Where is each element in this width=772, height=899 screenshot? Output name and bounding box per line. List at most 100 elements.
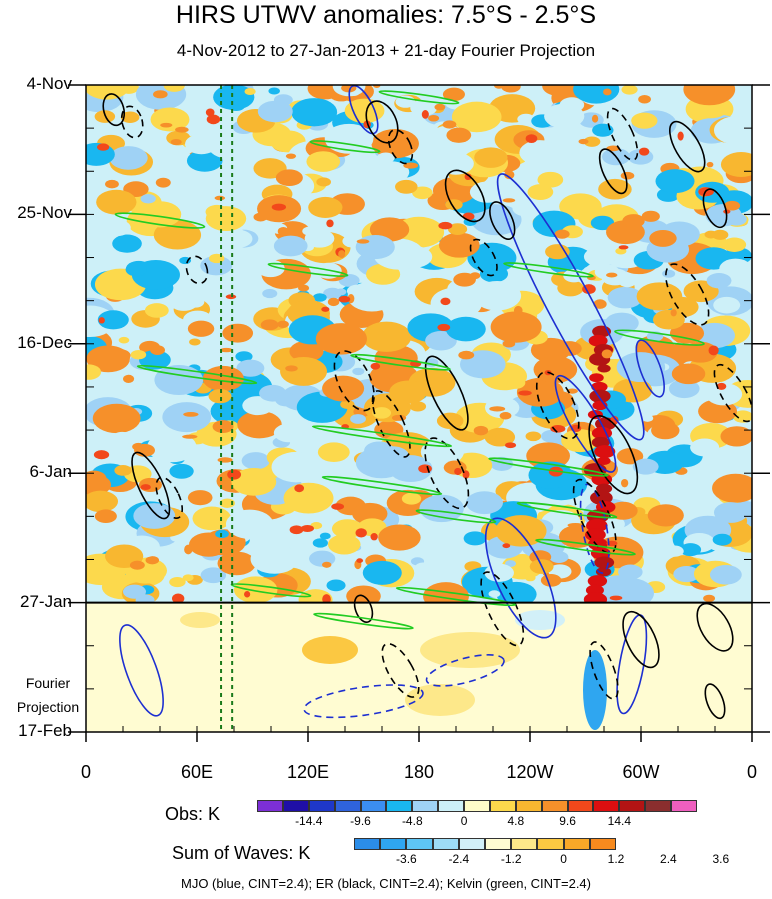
er-contour	[424, 437, 470, 510]
er-contour	[572, 478, 617, 554]
obs-anomaly-cell	[227, 469, 242, 480]
obs-anomaly-cell	[155, 177, 171, 188]
obs-anomaly-cell	[709, 564, 742, 585]
chart-title: HIRS UTWV anomalies: 7.5°S - 2.5°S	[175, 1, 597, 29]
er-contour	[665, 263, 710, 326]
colorbar-swatch	[334, 800, 361, 812]
obs-anomaly-cell	[403, 162, 419, 169]
obs-anomaly-cell	[587, 575, 608, 587]
obs-anomaly-cell	[192, 346, 210, 358]
obs-anomaly-cell	[641, 414, 654, 422]
er-contour	[589, 641, 619, 700]
obs-anomaly-cell	[597, 364, 611, 373]
colorbar-swatch	[589, 838, 616, 850]
obs-anomaly-cell	[454, 467, 462, 476]
obs-anomaly-cell	[675, 336, 683, 343]
obs-anomaly-cell	[499, 411, 512, 420]
colorbar-tick-label: -4.8	[401, 814, 423, 828]
colorbar-swatch	[432, 838, 459, 850]
obs-anomaly-cell	[187, 320, 215, 337]
obs-anomaly-cell	[321, 306, 330, 312]
obs-anomaly-cell	[494, 85, 504, 89]
kelvin-contour	[114, 212, 206, 229]
obs-anomaly-cell	[543, 352, 556, 359]
obs-anomaly-cell	[592, 123, 614, 137]
obs-anomaly-cell	[533, 356, 578, 383]
obs-anomaly-cell	[184, 544, 193, 555]
obs-anomaly-cell	[504, 170, 515, 180]
obs-anomaly-cell	[297, 284, 310, 292]
obs-anomaly-cell	[244, 591, 251, 598]
colorbar-swatch	[541, 800, 568, 812]
obs-anomaly-cell	[590, 547, 611, 560]
obs-anomaly-cell	[486, 435, 499, 444]
chart-subtitle: 4-Nov-2012 to 27-Jan-2013 + 21-day Fouri…	[176, 41, 596, 60]
kelvin-contour	[136, 364, 258, 385]
obs-anomaly-cell	[601, 349, 613, 359]
obs-anomaly-cell	[525, 134, 538, 144]
colorbar-tick-label: -2.4	[448, 852, 470, 866]
obs-anomaly-cell	[621, 478, 629, 488]
kelvin-contour	[267, 262, 349, 277]
obs-anomaly-cell	[242, 396, 274, 416]
projection-label: Fourier Projection	[16, 675, 80, 715]
obs-anomaly-cell	[519, 140, 561, 166]
obs-anomaly-cell	[231, 468, 277, 496]
obs-anomaly-cell	[713, 296, 741, 314]
obs-anomaly-cell	[495, 515, 547, 547]
obs-anomaly-cell	[704, 230, 718, 239]
colorbar-swatch	[380, 838, 407, 850]
kelvin-contour	[378, 90, 460, 105]
colorbar-tick-label: 4.8	[507, 814, 525, 828]
obs-anomaly-cell	[373, 161, 410, 184]
obs-anomaly-cell	[262, 288, 278, 299]
obs-anomaly-cell	[587, 275, 596, 281]
obs-anomaly-cell	[268, 87, 280, 95]
obs-anomaly-cell	[123, 374, 135, 383]
obs-anomaly-cell	[214, 195, 226, 201]
obs-anomaly-cell	[474, 147, 508, 168]
obs-anomaly-cell	[621, 85, 638, 95]
mjo-contour	[425, 654, 505, 687]
er-contour	[535, 371, 580, 440]
colorbar-tick-label: 9.6	[559, 814, 576, 828]
obs-colorbar-ticks: -14.4 -9.6 -4.8 0 4.8 9.6 14.4	[257, 812, 697, 828]
obs-anomaly-cell	[86, 470, 107, 486]
obs-anomaly-cell	[631, 112, 658, 129]
obs-anomaly-cell	[206, 114, 221, 125]
projected-anomaly-cell	[515, 610, 565, 630]
obs-anomaly-cell	[409, 401, 427, 412]
obs-anomaly-cell	[208, 389, 232, 404]
colorbar-swatch	[563, 838, 590, 850]
obs-anomaly-cell	[668, 379, 700, 399]
er-contour	[713, 363, 752, 423]
obs-anomaly-cell	[638, 94, 651, 104]
obs-anomaly-cell	[289, 525, 304, 535]
obs-anomaly-cell	[732, 410, 752, 423]
er-contour	[622, 610, 660, 669]
obs-anomaly-cell	[502, 340, 516, 348]
y-tick-label: 27-Jan	[20, 591, 72, 611]
obs-anomaly-cell	[356, 558, 364, 563]
colorbar-swatch	[354, 838, 381, 850]
obs-anomaly-cell	[418, 464, 432, 474]
kelvin-contour	[313, 612, 414, 630]
obs-anomaly-cell	[607, 286, 643, 309]
mjo-contour	[496, 173, 645, 441]
obs-anomaly-cell	[683, 341, 718, 363]
obs-anomaly-cell	[192, 506, 232, 531]
colorbar-swatch	[619, 800, 646, 812]
mjo-contour	[484, 517, 557, 639]
obs-anomaly-cell	[259, 384, 287, 402]
colorbar-swatch	[645, 800, 672, 812]
obs-anomaly-cell	[319, 532, 331, 540]
obs-anomaly-cell	[442, 120, 457, 129]
obs-anomaly-cell	[370, 532, 378, 541]
obs-anomaly-cell	[217, 457, 233, 463]
obs-anomaly-cell	[315, 323, 367, 355]
obs-anomaly-cell	[583, 592, 608, 603]
obs-anomaly-cell	[594, 556, 615, 569]
colorbar-swatch	[485, 838, 512, 850]
obs-anomaly-cell	[225, 509, 274, 539]
obs-anomaly-cell	[175, 126, 189, 133]
